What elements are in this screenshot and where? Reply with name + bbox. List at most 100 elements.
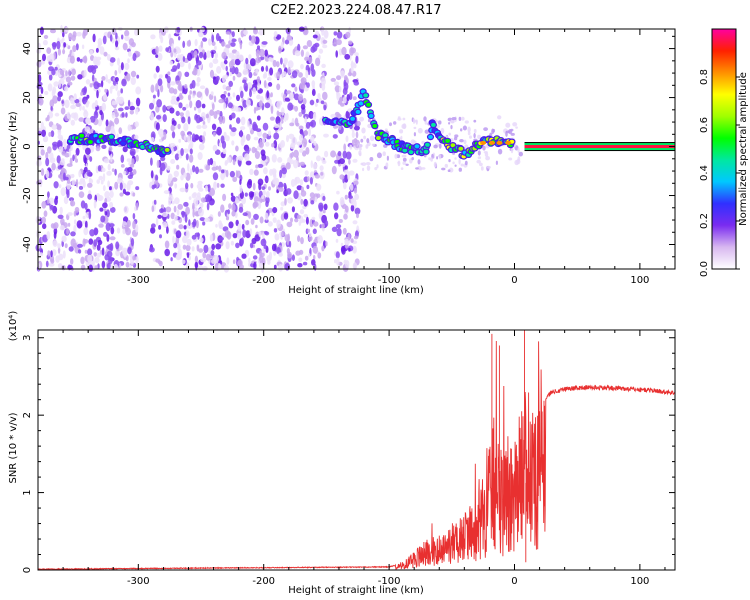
spectrogram-cell [353, 180, 359, 186]
spectrogram-cell [262, 232, 265, 239]
snr-y-axis-label: SNR (10 * v/v) [8, 412, 19, 483]
spectrogram-cell [355, 55, 359, 64]
spectrogram-cell [276, 71, 281, 80]
spectrogram-cell [183, 135, 187, 141]
spectrogram-cell [114, 117, 120, 125]
spectrogram-cell [337, 150, 342, 157]
spectrogram-cell [214, 181, 217, 187]
spectrogram-cell [255, 68, 259, 74]
spectrogram-cell [109, 236, 116, 241]
spectrogram-cell [311, 259, 316, 266]
spectrogram-cell [75, 178, 79, 188]
spectrogram-cell [92, 33, 96, 43]
spectrogram-track-core [140, 144, 146, 149]
spectrogram-cell [339, 196, 345, 206]
spectrogram-cell [246, 180, 252, 189]
spectrogram-cell [135, 86, 142, 95]
spectrogram-cell [278, 264, 284, 272]
spectrogram-cell [317, 93, 321, 99]
spectrogram-cell [212, 172, 219, 181]
spectrogram-cell [290, 179, 296, 187]
spectrogram-cell [105, 74, 108, 83]
spectrogram-cell [166, 165, 171, 171]
spectrogram-cell [152, 94, 156, 99]
spectrogram-cell [262, 122, 269, 131]
spectrogram-cell [448, 132, 452, 136]
spectrogram-cell [313, 221, 319, 227]
spectrogram-cell [48, 74, 53, 81]
spectrogram-cell [223, 59, 228, 65]
spectrogram-cell [248, 35, 252, 41]
spectrogram-cell [57, 128, 62, 137]
spectrogram-cell [335, 251, 340, 259]
spectrogram-cell [93, 65, 98, 69]
spectrogram-cell [64, 86, 69, 92]
spectrogram-cell [155, 174, 159, 181]
spectrogram-cell [284, 39, 290, 45]
spectrogram-cell [267, 259, 271, 265]
spectrogram-cell [312, 162, 318, 170]
spectrogram-cell [272, 207, 278, 214]
spectrogram-cell [424, 120, 428, 125]
spectrogram-cell [58, 184, 62, 189]
spectrogram-cell [162, 131, 167, 140]
spectrogram-cell [237, 223, 242, 232]
spectrogram-cell [349, 144, 353, 150]
spectrogram-cell [454, 157, 457, 160]
spectrogram-cell [313, 193, 319, 200]
spectrogram-cell [320, 100, 325, 105]
spectrogram-cell [188, 154, 194, 163]
spectrogram-cell [226, 156, 232, 163]
spectrogram-track-core [408, 150, 414, 155]
spectrogram-cell [302, 97, 307, 105]
spectrogram-cell [64, 243, 68, 249]
spectrogram-cell [64, 99, 70, 109]
spectrogram-cell [114, 77, 119, 82]
spectrogram-cell [95, 145, 101, 152]
spectrogram-cell [460, 128, 463, 132]
spectrogram-cell [96, 89, 99, 99]
spectrogram-cell [37, 74, 42, 83]
spectrogram-cell [94, 100, 98, 107]
snr-y-tick-label: 3 [22, 335, 33, 341]
spectrogram-cell [85, 79, 91, 85]
spectrogram-cell [52, 86, 57, 95]
spectrogram-cell [168, 195, 174, 202]
spectrogram-cell [482, 145, 486, 151]
spectrogram-cell [423, 116, 427, 122]
spectrogram-track-core [355, 109, 361, 114]
spectrogram-cell [192, 165, 196, 173]
spectrogram-cell [48, 53, 55, 63]
spectrogram-cell [256, 76, 261, 84]
spectrogram-cell [307, 67, 311, 76]
spectrogram-cell [242, 79, 247, 84]
spectrogram-cell [228, 221, 234, 229]
spectrogram-cell [288, 240, 292, 248]
spectrogram-cell [214, 52, 218, 59]
spectrogram-cell [485, 156, 490, 161]
spectrogram-cell [78, 249, 82, 254]
colorbar-gradient [712, 29, 736, 269]
spectrogram-cell [101, 247, 105, 256]
spectrogram-cell [166, 226, 169, 234]
spectrogram-cell [42, 53, 46, 62]
spectrogram-cell [351, 139, 355, 146]
spectrogram-cell [321, 160, 327, 164]
spectrogram-cell [189, 100, 193, 109]
spectrogram-cell [322, 195, 326, 201]
spectrogram-cell [237, 259, 243, 267]
spectrogram-cell [207, 184, 211, 193]
spectrogram-cell [349, 47, 354, 56]
spectrogram-cell [428, 157, 431, 161]
spectrogram-cell [340, 242, 344, 247]
spectrogram-cell [209, 234, 214, 242]
spectrogram-cell [271, 243, 277, 252]
spectrogram-cell [397, 117, 402, 121]
spectrogram-cell [218, 98, 224, 104]
spectrogram-track-hot [496, 140, 503, 145]
spectrogram-cell [115, 40, 119, 48]
spectrogram-cell [191, 193, 197, 199]
spectrogram-cell [96, 244, 101, 251]
spectrogram-cell [97, 37, 103, 47]
spectrogram-cell [266, 255, 272, 262]
